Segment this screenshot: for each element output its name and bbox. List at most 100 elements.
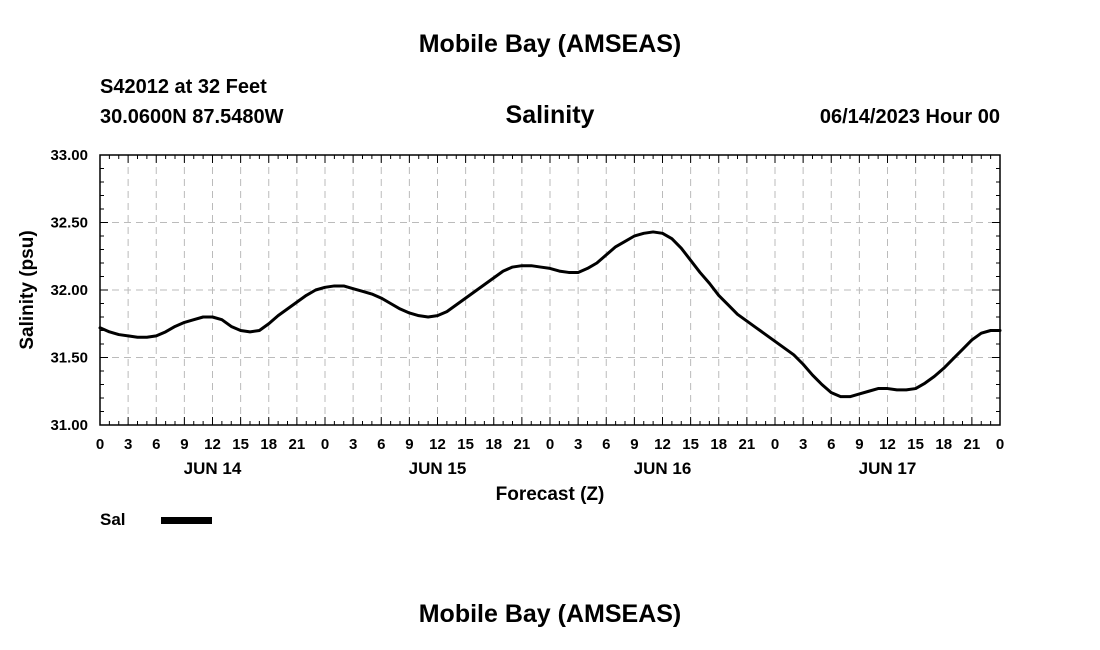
data-layer (98, 230, 1002, 399)
data-point (492, 277, 495, 279)
data-point (417, 314, 420, 317)
data-point (286, 308, 289, 310)
data-point (342, 285, 345, 287)
x-tick-label: 0 (321, 436, 329, 453)
data-point (202, 316, 204, 318)
data-point (258, 329, 261, 332)
x-tick-label: 3 (124, 436, 132, 453)
data-point (886, 387, 889, 390)
data-point (267, 322, 270, 325)
data-point (164, 331, 167, 333)
data-point (624, 240, 626, 243)
data-point (549, 267, 551, 270)
main-title: Mobile Bay (AMSEAS) (418, 30, 682, 58)
x-tick-label: 15 (232, 436, 249, 453)
data-point (239, 329, 242, 332)
chart-title: Salinity (505, 101, 595, 129)
x-tick-label: 21 (289, 436, 306, 453)
data-point (521, 264, 523, 267)
data-point (586, 267, 589, 270)
data-point (399, 308, 401, 310)
data-point (146, 336, 148, 339)
x-tick-label: 6 (152, 436, 160, 453)
data-point (914, 387, 917, 390)
x-tick-label: 18 (260, 436, 277, 453)
y-axis-label: Salinity (psu) (17, 230, 38, 349)
data-point (802, 363, 804, 366)
x-tick-label: 6 (602, 436, 610, 453)
station-coordinates: 30.0600N 87.5480W (100, 106, 284, 128)
data-point (961, 348, 964, 351)
day-label: JUN 16 (634, 459, 692, 478)
data-point (108, 331, 111, 333)
data-point (296, 301, 298, 303)
data-point (596, 262, 598, 264)
data-point (839, 395, 842, 398)
x-tick-label: 15 (682, 436, 699, 453)
data-point (633, 235, 636, 237)
x-tick-label: 12 (654, 436, 671, 453)
data-point (192, 318, 195, 321)
data-point (474, 290, 476, 293)
forecast-timestamp: 06/14/2023 Hour 00 (819, 106, 1000, 128)
data-point (483, 283, 486, 286)
data-point (464, 297, 467, 299)
data-point (211, 316, 214, 318)
data-point (877, 387, 879, 390)
x-tick-label: 0 (546, 436, 554, 453)
data-point (530, 264, 533, 267)
data-point (858, 393, 861, 395)
data-point (849, 395, 851, 398)
data-point (136, 336, 139, 339)
data-point (708, 282, 711, 285)
data-point (389, 302, 392, 305)
x-tick-label: 9 (630, 436, 638, 453)
data-point (539, 266, 542, 268)
data-point (942, 367, 945, 370)
data-point (614, 246, 617, 248)
y-tick-label: 33.00 (50, 147, 88, 164)
data-point (117, 333, 120, 336)
data-point (446, 310, 448, 313)
data-point (436, 314, 439, 317)
data-point (605, 254, 608, 256)
x-tick-label: 18 (710, 436, 727, 453)
data-point (774, 340, 776, 343)
data-point (905, 389, 908, 391)
x-tick-label: 21 (739, 436, 756, 453)
data-point (980, 332, 983, 335)
x-tick-label: 0 (771, 436, 779, 453)
data-point (99, 327, 101, 329)
data-point (727, 304, 729, 306)
data-point (502, 270, 504, 272)
y-tick-label: 31.00 (50, 417, 88, 434)
data-point (408, 312, 411, 314)
data-point (971, 339, 973, 341)
x-tick-label: 15 (457, 436, 474, 453)
x-tick-label: 12 (879, 436, 896, 453)
data-point (183, 321, 186, 324)
data-point (671, 237, 673, 240)
data-point (821, 383, 823, 386)
data-point (867, 390, 870, 393)
x-tick-label: 12 (204, 436, 221, 453)
data-point (380, 297, 383, 299)
data-point (933, 375, 936, 378)
data-point (699, 271, 701, 274)
data-point (127, 335, 129, 337)
x-tick-label: 21 (514, 436, 531, 453)
day-label: JUN 17 (859, 459, 917, 478)
data-point (371, 293, 373, 295)
x-axis-label: Forecast (Z) (496, 484, 605, 505)
x-tick-label: 3 (574, 436, 582, 453)
data-point (896, 389, 898, 391)
data-point (717, 294, 720, 297)
data-point (736, 313, 739, 316)
x-tick-label: 6 (827, 436, 835, 453)
data-point (155, 335, 158, 337)
x-tick-label: 21 (964, 436, 981, 453)
data-point (989, 329, 992, 332)
data-point (249, 331, 251, 333)
data-point (642, 232, 645, 235)
